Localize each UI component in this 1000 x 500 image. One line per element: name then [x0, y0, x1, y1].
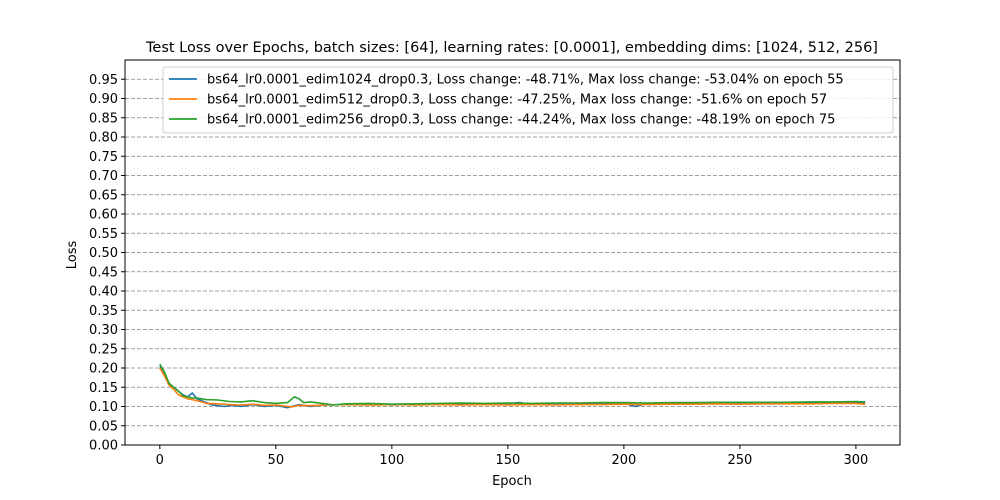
- y-tick-label: 0.05: [89, 419, 118, 434]
- y-tick-label: 0.25: [89, 342, 118, 357]
- legend-box: [162, 66, 894, 134]
- y-tick-label: 0.85: [89, 111, 118, 126]
- legend-entry-label: bs64_lr0.0001_edim512_drop0.3, Loss chan…: [207, 93, 827, 108]
- plot-frame: [124, 59, 901, 446]
- y-axis-label: Loss: [65, 241, 80, 270]
- y-tick-label: 0.75: [89, 150, 118, 165]
- x-tick-label: 250: [727, 453, 752, 468]
- y-tick-label: 0.35: [89, 304, 118, 319]
- y-tick-label: 0.70: [89, 169, 118, 184]
- legend-entry-label: bs64_lr0.0001_edim256_drop0.3, Loss chan…: [207, 113, 835, 128]
- x-tick-label: 150: [495, 453, 520, 468]
- y-tick-label: 0.45: [89, 265, 118, 280]
- x-tick-label: 100: [379, 453, 404, 468]
- y-tick-label: 0.40: [89, 285, 118, 300]
- series-lines: [159, 363, 866, 409]
- y-tick-label: 0.65: [89, 188, 118, 203]
- y-tick-label: 0.10: [89, 400, 118, 415]
- x-tick-label: 300: [843, 453, 868, 468]
- y-tick-label: 0.90: [89, 92, 118, 107]
- y-tick-label: 0.50: [89, 246, 118, 261]
- y-tick-label: 0.00: [89, 439, 118, 454]
- y-tick-label: 0.55: [89, 227, 118, 242]
- legend-entry-label: bs64_lr0.0001_edim1024_drop0.3, Loss cha…: [207, 73, 844, 88]
- legend: bs64_lr0.0001_edim1024_drop0.3, Loss cha…: [162, 66, 894, 134]
- x-tick-label: 50: [268, 453, 285, 468]
- y-tick-label: 0.30: [89, 323, 118, 338]
- y-tick-label: 0.80: [89, 131, 118, 146]
- y-tick-label: 0.60: [89, 208, 118, 223]
- y-tick-label: 0.95: [89, 73, 118, 88]
- x-tick-label: 200: [611, 453, 636, 468]
- axis-ticks: 0.00 0.05 0.10 0.15 0.20 0.25 0.30 0.35 0.40 0.45…: [89, 73, 868, 468]
- y-grid: [125, 78, 900, 446]
- series-line-2: [159, 367, 866, 408]
- series-line-3: [159, 363, 866, 406]
- chart-title: Test Loss over Epochs, batch sizes: [64]…: [145, 40, 878, 56]
- x-axis-label: Epoch: [492, 474, 532, 489]
- x-tick-label: 0: [156, 453, 164, 468]
- y-tick-label: 0.15: [89, 381, 118, 396]
- y-tick-label: 0.20: [89, 362, 118, 377]
